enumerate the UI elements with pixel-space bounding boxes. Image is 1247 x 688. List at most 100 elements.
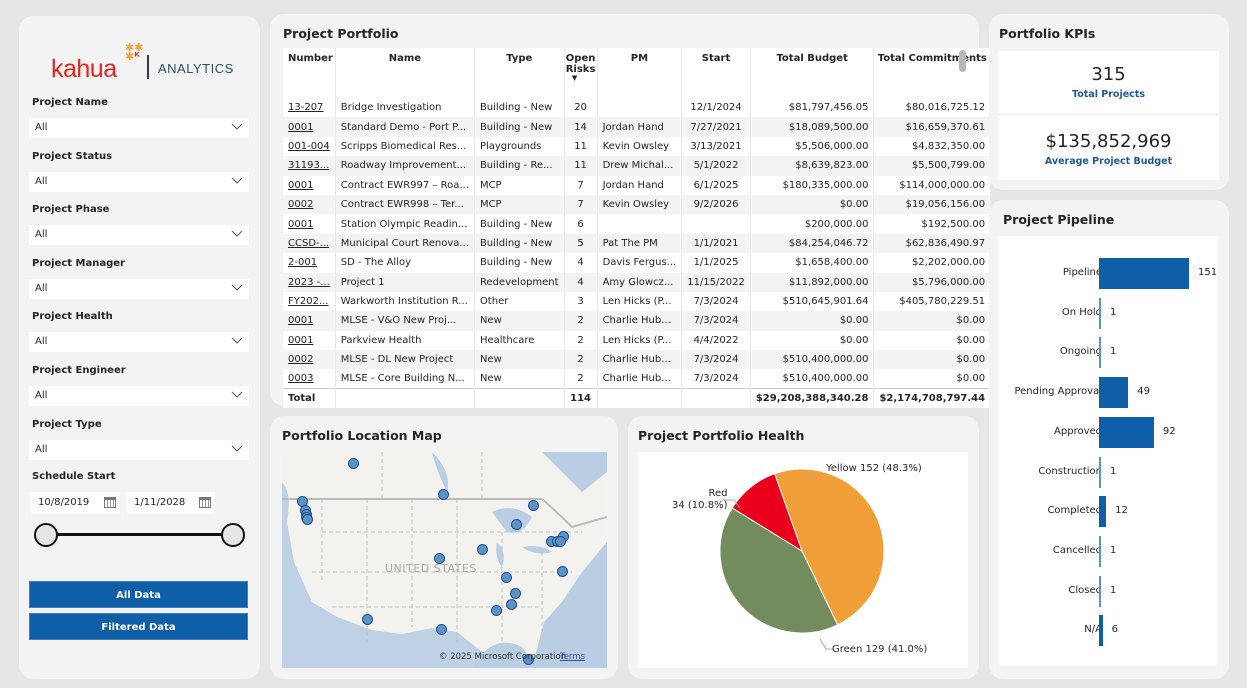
project-number[interactable]: 2-001 — [288, 257, 318, 269]
location-map[interactable]: UNITED STATES © 2025 Microsoft Corporati… — [282, 452, 607, 668]
table-row[interactable]: 0002 Contract EWR998 – Ter... MCP 7 Kevin Ow… — [283, 194, 992, 215]
project-number-link[interactable]: 0002 — [283, 194, 336, 215]
column-header[interactable]: Name — [335, 48, 475, 98]
table-row[interactable]: 2023 -... Project 1 Redevelopment 4 Amy Glow… — [283, 272, 992, 292]
table-row[interactable]: FY202... Warkworth Institution R... Other 3… — [283, 291, 992, 312]
project-number-link[interactable]: CCSD-... — [283, 233, 336, 254]
table-row[interactable]: 2-001 SD - The Alloy Building - New 4 Davis … — [283, 253, 992, 273]
column-header[interactable]: Total Budget — [750, 48, 875, 98]
project-number-link[interactable]: 0001 — [283, 330, 336, 351]
pie-slice-yellow[interactable] — [774, 468, 885, 626]
project-number[interactable]: 0001 — [288, 334, 314, 346]
pipeline-bar[interactable] — [1099, 535, 1101, 567]
map-terms-link[interactable]: Terms — [560, 652, 586, 662]
pipeline-bar[interactable] — [1099, 575, 1101, 607]
project-number[interactable]: 001-004 — [288, 140, 330, 152]
project-number-link[interactable]: 0003 — [283, 369, 336, 389]
calendar-icon[interactable] — [199, 497, 211, 508]
project-number-link[interactable]: 13-207 — [283, 98, 336, 118]
pipeline-bar[interactable] — [1099, 258, 1189, 289]
column-header[interactable]: Type — [474, 48, 565, 98]
table-row[interactable]: 0003 MLSE - Core Building N... New 2 Charlie… — [283, 369, 992, 389]
project-number[interactable]: 0002 — [288, 354, 314, 366]
project-number[interactable]: 0002 — [288, 199, 314, 211]
project-number[interactable]: 0001 — [288, 179, 314, 191]
project-location-marker[interactable] — [523, 654, 534, 665]
schedule-start-date-input[interactable]: 10/8/2019 — [30, 492, 120, 514]
pipeline-bar[interactable] — [1099, 377, 1129, 409]
column-header[interactable]: Number — [283, 48, 336, 98]
filter-dropdown[interactable]: All — [29, 225, 249, 246]
project-location-marker[interactable] — [477, 544, 488, 555]
project-location-marker[interactable] — [511, 519, 522, 530]
all-data-button[interactable]: All Data — [29, 581, 248, 608]
filter-dropdown[interactable]: All — [29, 439, 249, 460]
project-location-marker[interactable] — [438, 489, 449, 500]
table-row[interactable]: 001-004 Scripps Biomedical Res... Playgrou… — [283, 136, 992, 157]
project-location-marker[interactable] — [348, 458, 359, 469]
project-location-marker[interactable] — [491, 605, 502, 616]
pipeline-bar[interactable] — [1099, 456, 1101, 488]
project-number-link[interactable]: 001-004 — [283, 136, 336, 157]
filter-dropdown[interactable]: All — [29, 171, 249, 192]
project-number-link[interactable]: 0002 — [283, 350, 336, 370]
table-scrollbar[interactable] — [959, 50, 966, 72]
table-row[interactable]: CCSD-... Municipal Court Renova... Buildin… — [283, 233, 992, 254]
project-location-marker[interactable] — [434, 553, 445, 564]
filtered-data-button[interactable]: Filtered Data — [29, 613, 248, 640]
date-range-slider-track[interactable] — [55, 533, 235, 536]
table-row[interactable]: 13-207 Bridge Investigation Building - New… — [283, 98, 992, 118]
pie-slice-green[interactable] — [719, 507, 839, 634]
project-location-marker[interactable] — [555, 536, 566, 547]
project-number[interactable]: 2023 -... — [288, 276, 330, 288]
column-header[interactable]: PM — [597, 48, 683, 98]
column-header[interactable]: Start — [681, 48, 751, 98]
project-location-marker[interactable] — [510, 588, 521, 599]
project-number[interactable]: 0001 — [288, 121, 314, 133]
project-location-marker[interactable] — [506, 599, 517, 610]
pie-slice-red[interactable] — [731, 473, 803, 553]
column-header[interactable]: Total Commitments — [873, 48, 992, 98]
pipeline-bar[interactable] — [1099, 496, 1107, 528]
project-number[interactable]: CCSD-... — [288, 237, 330, 249]
table-row[interactable]: 31193... Roadway Improvement... Building -… — [283, 156, 992, 176]
project-location-marker[interactable] — [302, 514, 313, 525]
schedule-end-date-input[interactable]: 1/11/2028 — [126, 492, 215, 514]
filter-dropdown[interactable]: All — [29, 332, 249, 353]
table-row[interactable]: 0001 Parkview Health Healthcare 2 Len Hicks … — [283, 330, 992, 351]
calendar-icon[interactable] — [104, 497, 116, 508]
project-location-marker[interactable] — [557, 566, 568, 577]
project-location-marker[interactable] — [362, 614, 373, 625]
pipeline-bar[interactable] — [1099, 297, 1101, 329]
project-location-marker[interactable] — [528, 500, 539, 511]
table-row[interactable]: 0001 Station Olympic Readin... Building - … — [283, 214, 992, 234]
project-number-link[interactable]: 0001 — [283, 175, 336, 195]
date-range-start-handle[interactable] — [34, 523, 58, 547]
filter-dropdown[interactable]: All — [29, 118, 249, 138]
project-number[interactable]: 0003 — [288, 373, 314, 385]
pipeline-bar[interactable] — [1099, 337, 1101, 369]
filter-dropdown[interactable]: All — [29, 278, 249, 299]
project-location-marker[interactable] — [501, 572, 512, 583]
project-number-link[interactable]: 0001 — [283, 214, 336, 234]
table-row[interactable]: 0001 MLSE - V&O New Proj... New 2 Charlie Hu… — [283, 311, 992, 331]
project-number-link[interactable]: FY202... — [283, 291, 336, 312]
project-number[interactable]: 31193... — [288, 160, 330, 172]
project-location-marker[interactable] — [436, 624, 447, 635]
pipeline-bar[interactable] — [1099, 615, 1103, 647]
project-number-link[interactable]: 2023 -... — [283, 272, 336, 292]
table-row[interactable]: 0002 MLSE - DL New Project New 2 Charlie Hub… — [283, 350, 992, 370]
table-row[interactable]: 0001 Contract EWR997 – Roa... MCP 7 Jordan H… — [283, 175, 992, 195]
project-number[interactable]: FY202... — [288, 296, 329, 308]
pipeline-bar[interactable] — [1099, 416, 1154, 448]
project-number[interactable]: 0001 — [288, 315, 314, 327]
project-number-link[interactable]: 0001 — [283, 117, 336, 137]
project-number-link[interactable]: 2-001 — [283, 253, 336, 273]
project-number[interactable]: 0001 — [288, 218, 314, 230]
table-row[interactable]: 0001 Standard Demo - Port P... Building - … — [283, 117, 992, 137]
column-header[interactable]: Open Risks ▼ — [564, 48, 598, 98]
filter-dropdown[interactable]: All — [29, 386, 249, 406]
project-number-link[interactable]: 31193... — [283, 156, 336, 176]
project-number-link[interactable]: 0001 — [283, 311, 336, 331]
date-range-end-handle[interactable] — [221, 523, 245, 547]
